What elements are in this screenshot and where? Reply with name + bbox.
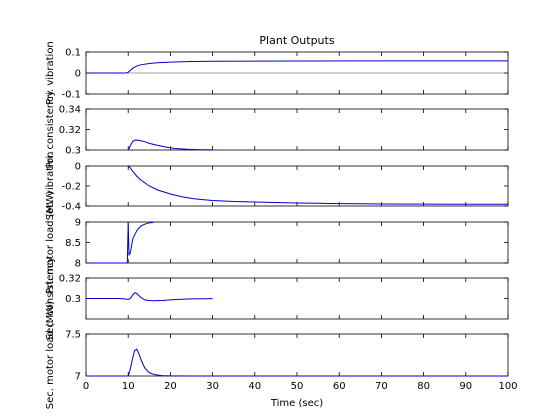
subplot-4-ytick-label: 8 (75, 259, 81, 270)
subplot-1: 0.1 0 -0.1 Pri. vibration (45, 41, 509, 105)
subplot-5-series-line (86, 292, 213, 302)
subplot-4-series-line (86, 221, 154, 264)
subplot-2-series-line (127, 139, 213, 151)
subplot-6-ytick-label: 7 (75, 372, 81, 383)
subplot-4-ylabel: Pri. motor load (MW) (45, 191, 56, 294)
subplot-5: 0.32 0.3 Sec. consistency (45, 257, 509, 340)
subplot-1-ytick-label: 0 (75, 69, 81, 80)
subplot-2-ytick-label: 0.34 (59, 105, 81, 116)
subplot-4: 9 8.5 8 Pri. motor load (MW) (45, 191, 509, 294)
x-tick-label: 60 (333, 381, 346, 392)
x-tick-label: 0 (83, 381, 89, 392)
subplot-6-ytick-label: 7.5 (65, 330, 81, 341)
subplot-2: 0.34 0.32 0.3 Pri. consistency (45, 90, 509, 169)
x-tick-label: 90 (459, 381, 472, 392)
subplot-6-series-line (86, 348, 508, 377)
x-tick-label: 40 (248, 381, 261, 392)
x-tick-label: 20 (164, 381, 177, 392)
subplot-2-ytick-label: 0.32 (59, 125, 81, 136)
x-tick-label: 30 (206, 381, 219, 392)
x-tick-label: 100 (498, 381, 517, 392)
subplot-4-ytick-label: 8.5 (65, 238, 81, 249)
x-tick-label: 10 (122, 381, 135, 392)
subplot-1-ytick-label: 0.1 (65, 48, 81, 59)
chart-title: Plant Outputs (259, 34, 334, 47)
subplot-3-ytick-label: -0.2 (61, 182, 81, 193)
subplot-3-series-line (127, 165, 508, 205)
x-axis-label: Time (sec) (270, 398, 323, 409)
subplot-3: 0 -0.2 -0.4 Sec. vibration (45, 152, 509, 221)
subplot-3-ytick-label: -0.4 (61, 202, 81, 213)
subplot-5-ytick-label: 0.3 (65, 294, 81, 305)
subplot-2-ylabel: Pri. consistency (45, 90, 56, 168)
subplot-4-ytick-label: 9 (75, 218, 81, 229)
subplot-6: 7.5 70 10 20 30 40 50 60 70 80 90 100 Sec. motor loa… (45, 301, 518, 410)
subplot-5-ytick-label: 0.32 (59, 274, 81, 285)
subplot-6-ylabel: Sec. motor load (MW) (45, 301, 56, 410)
subplot-2-ytick-label: 0.3 (65, 146, 81, 157)
subplot-5-ylabel: Sec. consistency (45, 257, 56, 340)
subplot-1-ytick-label: -0.1 (61, 90, 81, 101)
subplot-1-series-line (86, 60, 508, 74)
x-tick-label: 80 (417, 381, 430, 392)
x-tick-label: 50 (291, 381, 304, 392)
subplot-1-ylabel: Pri. vibration (45, 41, 56, 105)
x-tick-label: 70 (375, 381, 388, 392)
subplot-3-ytick-label: 0 (75, 162, 81, 173)
subplot-3-ylabel: Sec. vibration (45, 152, 56, 221)
